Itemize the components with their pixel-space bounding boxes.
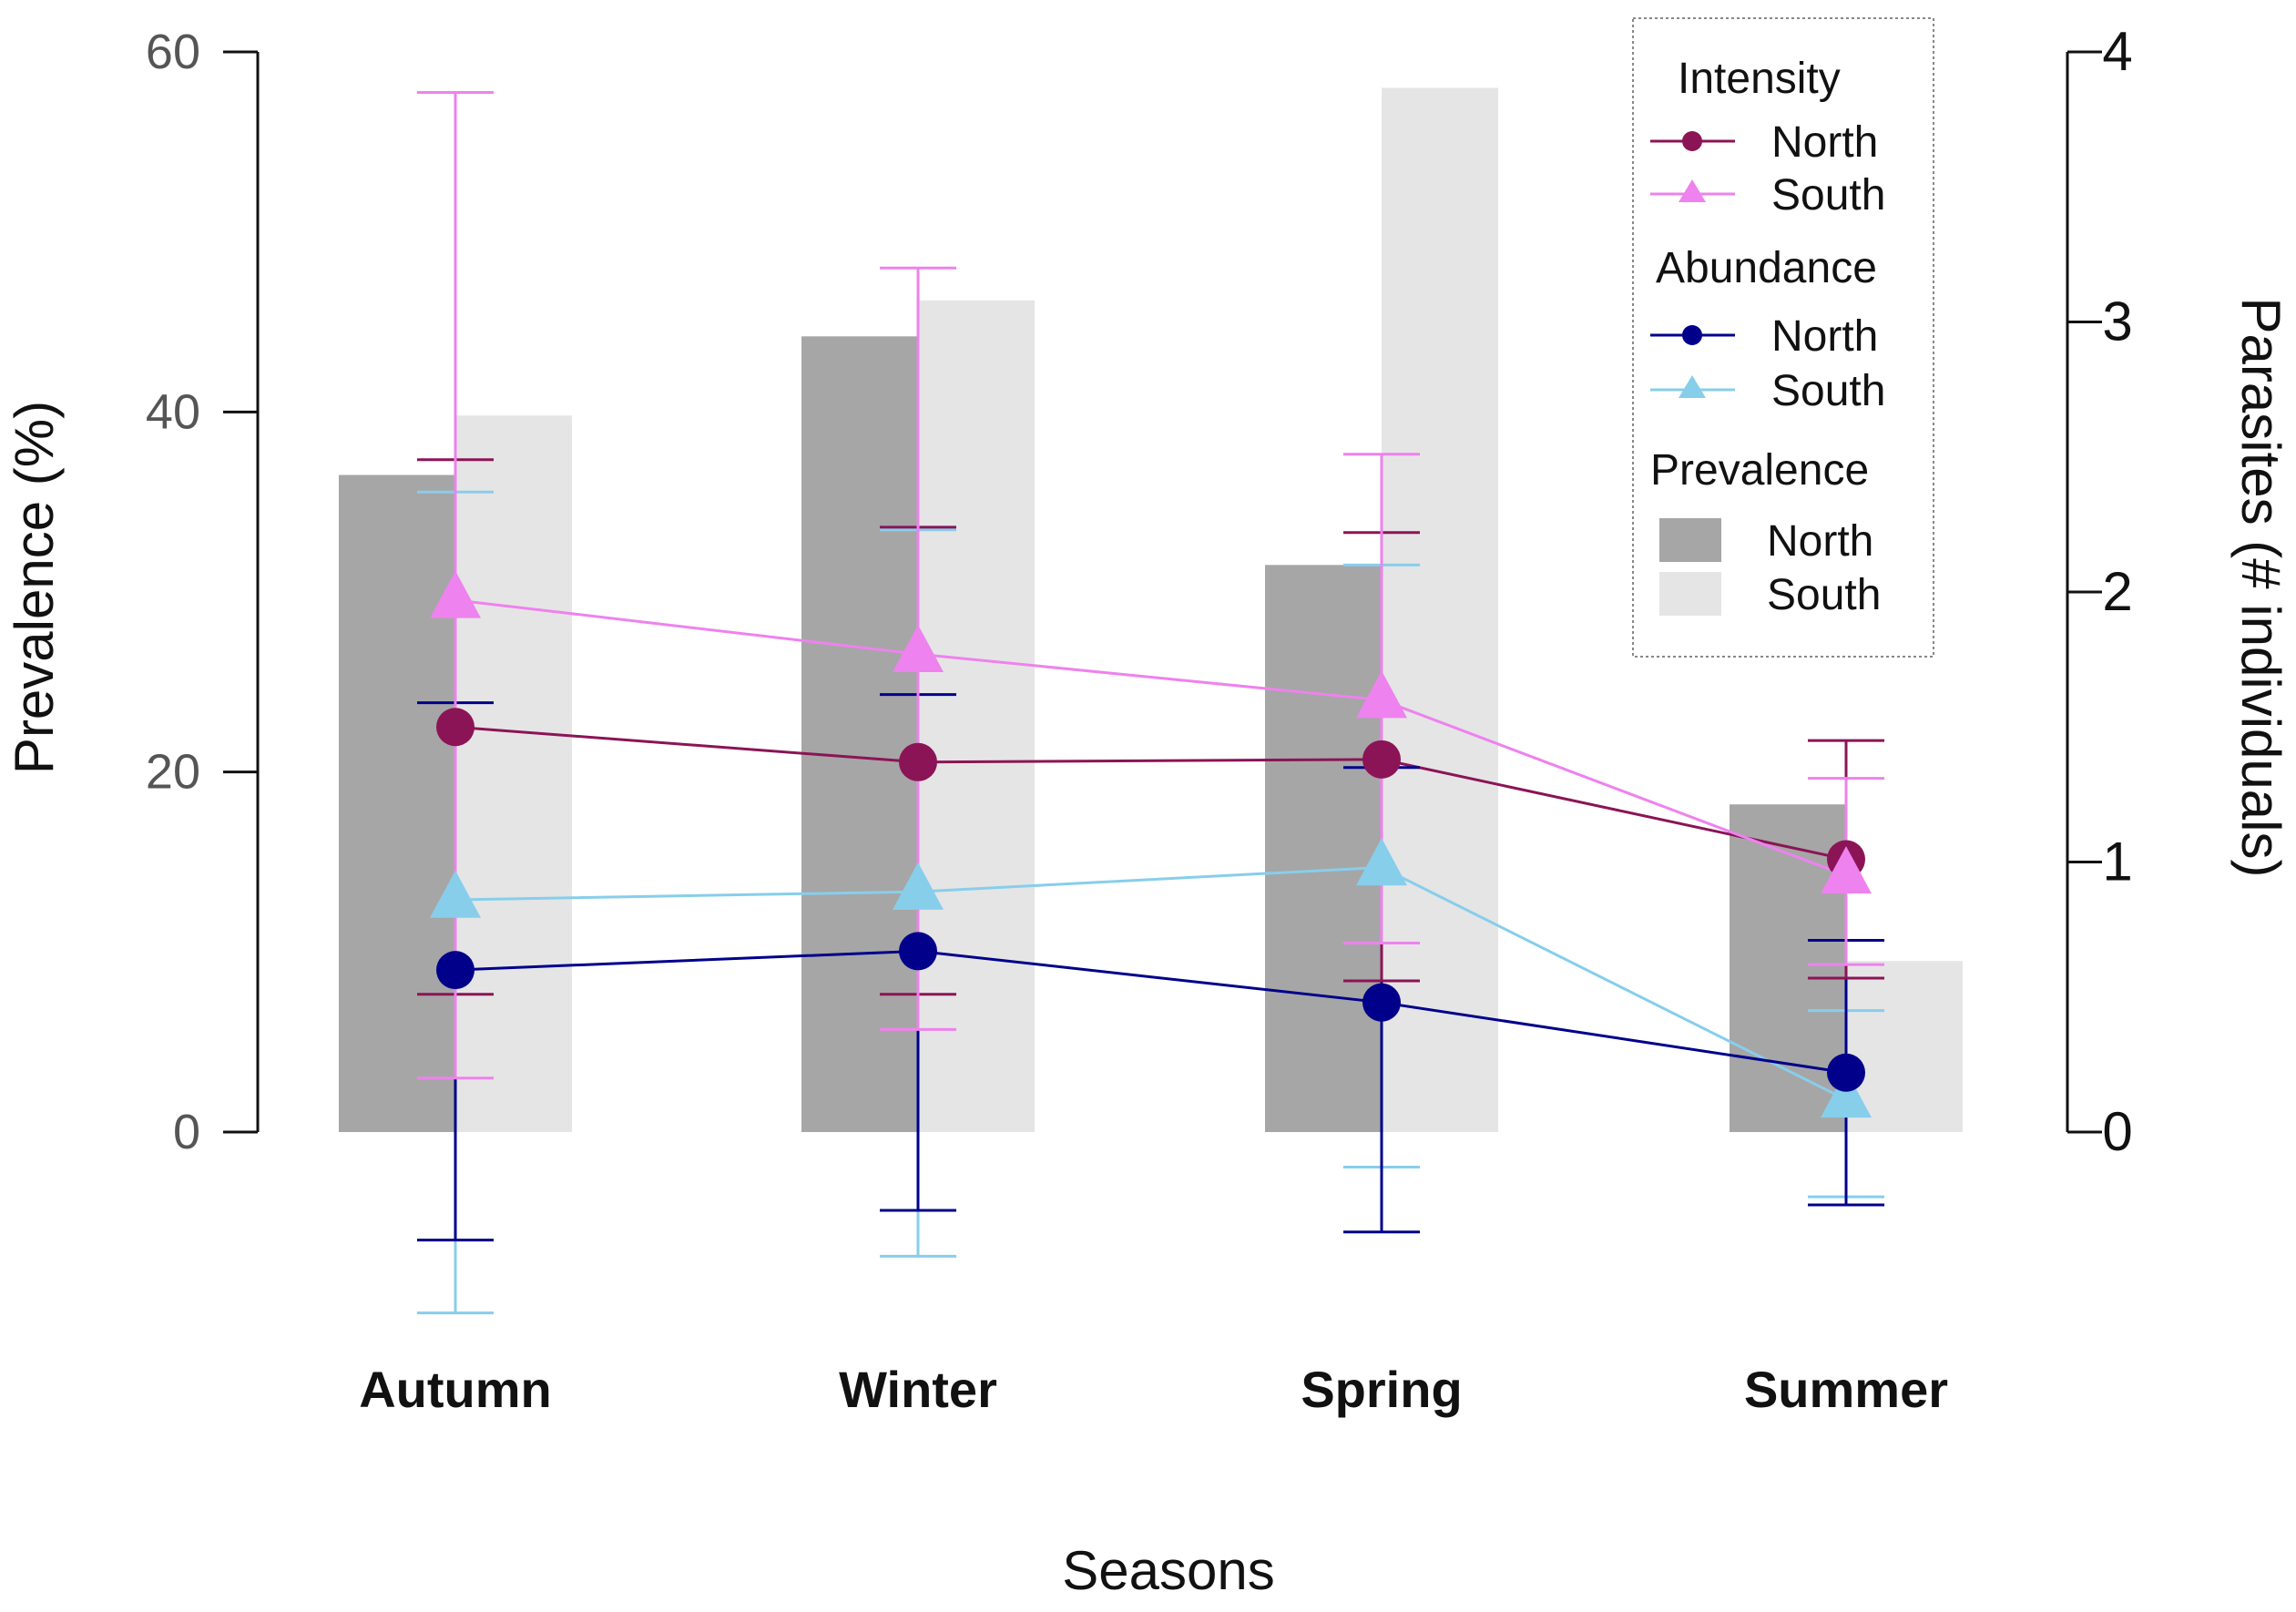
line-abundance-north <box>454 949 1847 1075</box>
legend-title-intensity: Intensity <box>1678 55 1841 103</box>
right-tick-label-0: 0 <box>2102 1101 2132 1162</box>
point-intensity-south-winter <box>893 624 944 672</box>
point-abundance-north-autumn <box>436 951 475 990</box>
legend-marker-abundance-north <box>1682 325 1702 345</box>
point-abundance-south-autumn <box>430 870 481 918</box>
line-abundance-south <box>454 865 1847 1101</box>
legend-label-abundance-south: South <box>1771 367 1885 415</box>
point-intensity-north-winter <box>899 742 937 781</box>
left-y-axis: 0 20 40 60 <box>146 25 260 1159</box>
right-tick-label-1: 1 <box>2102 832 2132 893</box>
x-tick-label-winter: Winter <box>839 1361 997 1418</box>
legend: IntensityNorthSouthAbundanceNorthSouthPr… <box>1632 17 1934 658</box>
bar-prevalence-north-winter <box>801 336 918 1132</box>
right-y-axis: 0 1 2 3 4 <box>2066 21 2133 1162</box>
x-tick-label-spring: Spring <box>1301 1361 1462 1418</box>
legend-swatch-prevalence-north <box>1659 518 1721 562</box>
legend-swatch-prevalence-south <box>1659 572 1721 616</box>
legend-title-abundance: Abundance <box>1656 244 1877 292</box>
point-abundance-south-summer <box>1821 1070 1872 1118</box>
x-tick-label-autumn: Autumn <box>359 1361 552 1418</box>
right-tick-label-2: 2 <box>2102 561 2132 622</box>
point-abundance-south-winter <box>893 862 944 910</box>
point-abundance-south-spring <box>1356 838 1407 886</box>
point-intensity-north-spring <box>1362 740 1401 779</box>
legend-marker-intensity-north <box>1682 131 1702 151</box>
right-y-axis-title: Parasites (# individuals) <box>2230 298 2291 878</box>
point-intensity-south-summer <box>1821 846 1872 894</box>
bar-prevalence-south-winter <box>918 300 1035 1132</box>
left-tick-label-20: 20 <box>146 745 200 800</box>
line-intensity-north <box>454 725 1847 862</box>
legend-label-abundance-north: North <box>1771 312 1878 361</box>
prevalence-bars <box>339 87 1963 1133</box>
left-tick-label-40: 40 <box>146 384 200 439</box>
right-tick-label-4: 4 <box>2102 21 2132 82</box>
legend-label-prevalence-south: South <box>1767 571 1881 619</box>
bar-prevalence-north-summer <box>1730 804 1846 1132</box>
data-points <box>430 570 1872 1118</box>
bar-prevalence-south-spring <box>1382 87 1498 1133</box>
point-abundance-north-winter <box>899 932 937 971</box>
left-y-axis-title: Prevalence (%) <box>4 401 65 774</box>
legend-title-prevalence: Prevalence <box>1650 446 1869 495</box>
bar-prevalence-north-autumn <box>339 474 455 1132</box>
point-intensity-south-autumn <box>430 570 481 618</box>
left-tick-label-0: 0 <box>173 1105 200 1159</box>
bar-prevalence-north-spring <box>1265 565 1382 1132</box>
x-tick-label-summer: Summer <box>1744 1361 1948 1418</box>
legend-label-intensity-south: South <box>1771 171 1885 219</box>
x-category-labels: Autumn Winter Spring Summer <box>359 1361 1948 1418</box>
point-intensity-north-autumn <box>436 708 475 747</box>
x-axis-title: Seasons <box>1062 1540 1275 1601</box>
point-intensity-south-spring <box>1356 670 1407 719</box>
right-tick-label-3: 3 <box>2102 291 2132 352</box>
bar-prevalence-south-summer <box>1846 961 1963 1132</box>
legend-label-prevalence-north: North <box>1767 517 1873 566</box>
left-tick-label-60: 60 <box>146 25 200 79</box>
legend-label-intensity-north: North <box>1771 118 1878 167</box>
point-abundance-north-spring <box>1362 983 1401 1022</box>
legend-marker-intensity-south <box>1679 179 1706 202</box>
series-lines <box>454 598 1847 1101</box>
bar-prevalence-south-autumn <box>455 415 572 1133</box>
legend-marker-abundance-south <box>1679 375 1706 398</box>
point-abundance-north-summer <box>1827 1053 1865 1092</box>
line-intensity-south <box>454 598 1847 877</box>
